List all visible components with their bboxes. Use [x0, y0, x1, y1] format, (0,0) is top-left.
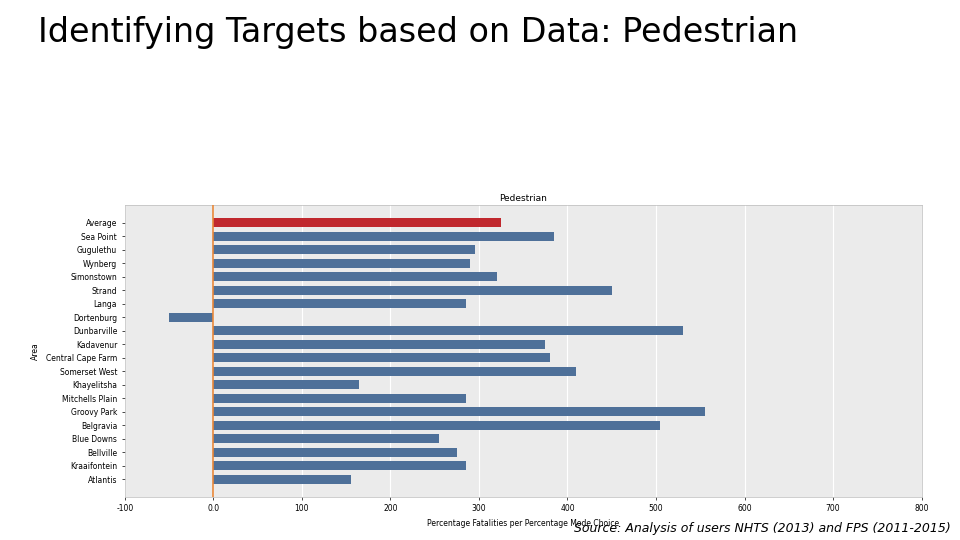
Bar	[213, 353, 550, 362]
Bar	[169, 313, 213, 322]
Bar	[213, 421, 660, 430]
Title: Pedestrian: Pedestrian	[499, 194, 547, 203]
Y-axis label: Area: Area	[32, 342, 40, 360]
Text: Source: Analysis of users NHTS (2013) and FPS (2011-2015): Source: Analysis of users NHTS (2013) an…	[574, 522, 950, 535]
Bar	[213, 219, 501, 227]
Bar	[213, 326, 683, 335]
Bar	[213, 434, 439, 443]
Bar	[213, 340, 545, 349]
Bar	[213, 299, 466, 308]
Bar	[213, 461, 466, 470]
Bar	[213, 448, 457, 456]
Bar	[213, 246, 474, 254]
Bar	[213, 407, 705, 416]
Text: Identifying Targets based on Data: Pedestrian: Identifying Targets based on Data: Pedes…	[38, 16, 799, 49]
Bar	[213, 475, 350, 483]
Bar	[213, 380, 359, 389]
Bar	[213, 286, 612, 295]
Bar	[213, 232, 554, 241]
Bar	[213, 272, 496, 281]
X-axis label: Percentage Fatalities per Percentage Mode Choice: Percentage Fatalities per Percentage Mod…	[427, 519, 619, 528]
Bar	[213, 259, 470, 268]
Bar	[213, 367, 576, 376]
Bar	[213, 394, 466, 403]
